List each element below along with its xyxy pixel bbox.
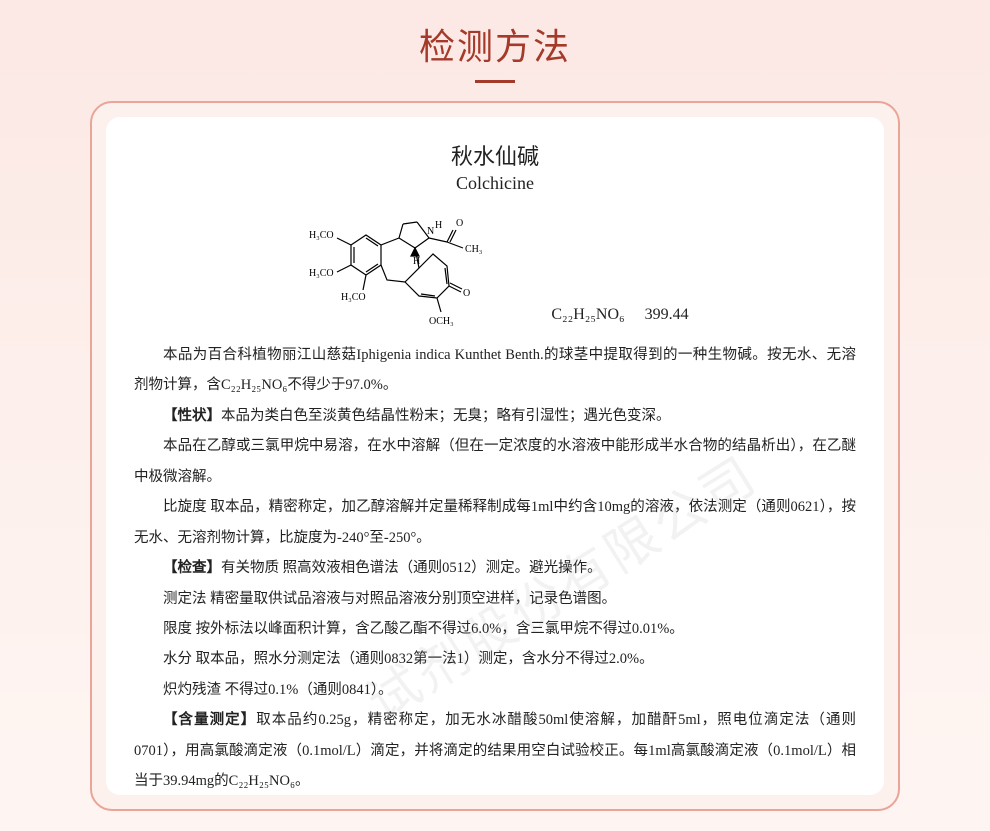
test-paragraph-5: 炽灼残渣 不得过0.1%（通则0841）。	[134, 675, 856, 705]
label-nh: H	[435, 220, 442, 231]
outer-card: 试剂股份有限公司 秋水仙碱 Colchicine	[90, 101, 900, 811]
label-o-amide: O	[456, 218, 463, 229]
label-h-wedge: H	[413, 256, 420, 267]
molecular-formula: C₂₂H₂₅NO₆	[551, 306, 624, 323]
label-h3co-3: H₃CO	[341, 292, 366, 303]
assay-paragraph: 【含量测定】取本品约0.25g，精密称定，加无水冰醋酸50ml使溶解，加醋酐5m…	[134, 705, 856, 795]
character-paragraph-1: 【性状】本品为类白色至淡黄色结晶性粉末；无臭；略有引湿性；遇光色变深。	[134, 401, 856, 431]
compound-name-en: Colchicine	[134, 173, 856, 194]
test-paragraph-3: 限度 按外标法以峰面积计算，含乙酸乙酯不得过6.0%，含三氯甲烷不得过0.01%…	[134, 614, 856, 644]
compound-name-cn: 秋水仙碱	[134, 139, 856, 171]
label-ch3: CH₃	[465, 244, 482, 255]
character-paragraph-2: 本品在乙醇或三氯甲烷中易溶，在水中溶解（但在一定浓度的水溶液中能形成半水合物的结…	[134, 431, 856, 492]
structure-row: H₃CO H₃CO H₃CO OCH₃ O O CH₃ N H H C₂₂H₂₅…	[134, 200, 856, 330]
body-text: 本品为百合科植物丽江山慈菇Iphigenia indica Kunthet Be…	[134, 340, 856, 795]
label-h3co-1: H₃CO	[309, 230, 334, 241]
page-title: 检测方法	[0, 0, 990, 70]
test-paragraph-1: 【检查】有关物质 照高效液相色谱法（通则0512）测定。避光操作。	[134, 553, 856, 583]
label-o-ketone: O	[463, 288, 470, 299]
assay-label: 【含量测定】	[163, 712, 256, 728]
test-paragraph-4: 水分 取本品，照水分测定法（通则0832第一法1）测定，含水分不得过2.0%。	[134, 644, 856, 674]
molecular-weight: 399.44	[645, 306, 689, 323]
test-text-1: 有关物质 照高效液相色谱法（通则0512）测定。避光操作。	[221, 560, 602, 576]
molecular-formula-block: C₂₂H₂₅NO₆ 399.44	[551, 306, 688, 330]
label-h3co-2: H₃CO	[309, 268, 334, 279]
title-underline	[475, 80, 515, 83]
label-n: N	[427, 226, 434, 237]
test-paragraph-2: 测定法 精密量取供试品溶液与对照品溶液分别顶空进样，记录色谱图。	[134, 584, 856, 614]
character-label: 【性状】	[163, 408, 221, 424]
intro-paragraph: 本品为百合科植物丽江山慈菇Iphigenia indica Kunthet Be…	[134, 340, 856, 401]
inner-card: 试剂股份有限公司 秋水仙碱 Colchicine	[106, 117, 884, 795]
rotation-paragraph: 比旋度 取本品，精密称定，加乙醇溶解并定量稀释制成每1ml中约含10mg的溶液，…	[134, 492, 856, 553]
test-label: 【检查】	[163, 560, 221, 576]
chemical-structure-diagram: H₃CO H₃CO H₃CO OCH₃ O O CH₃ N H H	[301, 200, 531, 330]
label-och3: OCH₃	[429, 316, 454, 327]
character-text-1: 本品为类白色至淡黄色结晶性粉末；无臭；略有引湿性；遇光色变深。	[221, 408, 671, 424]
